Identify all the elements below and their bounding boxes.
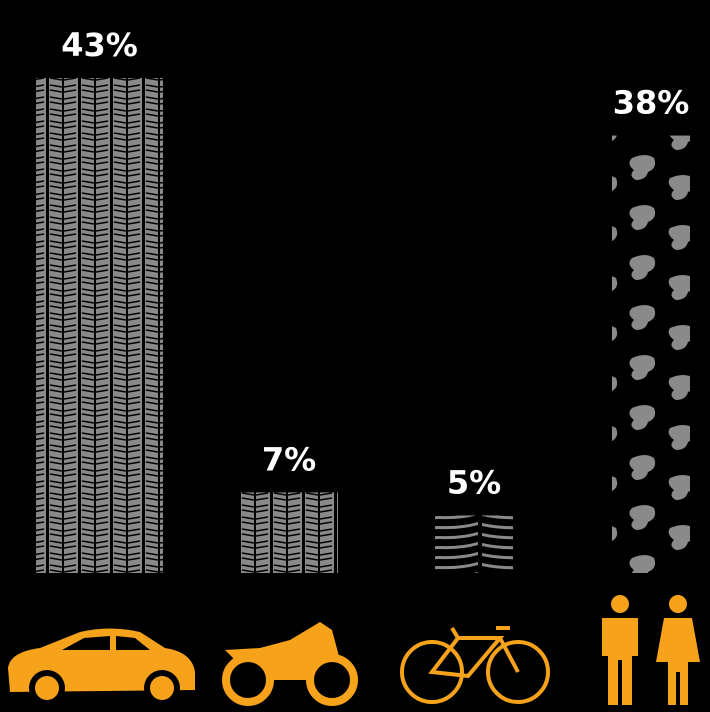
value-label: 38% [613, 84, 690, 122]
icons [8, 595, 700, 706]
value-label: 7% [262, 440, 316, 478]
bar [435, 515, 513, 573]
value-label: 5% [447, 463, 501, 501]
car-icon [8, 628, 195, 706]
bar [240, 492, 338, 573]
bar [36, 78, 163, 573]
bicycle-icon [400, 626, 550, 704]
motorcycle-icon [222, 622, 358, 706]
bar [612, 135, 690, 573]
people-icon [602, 595, 700, 705]
value-label: 43% [61, 26, 138, 64]
